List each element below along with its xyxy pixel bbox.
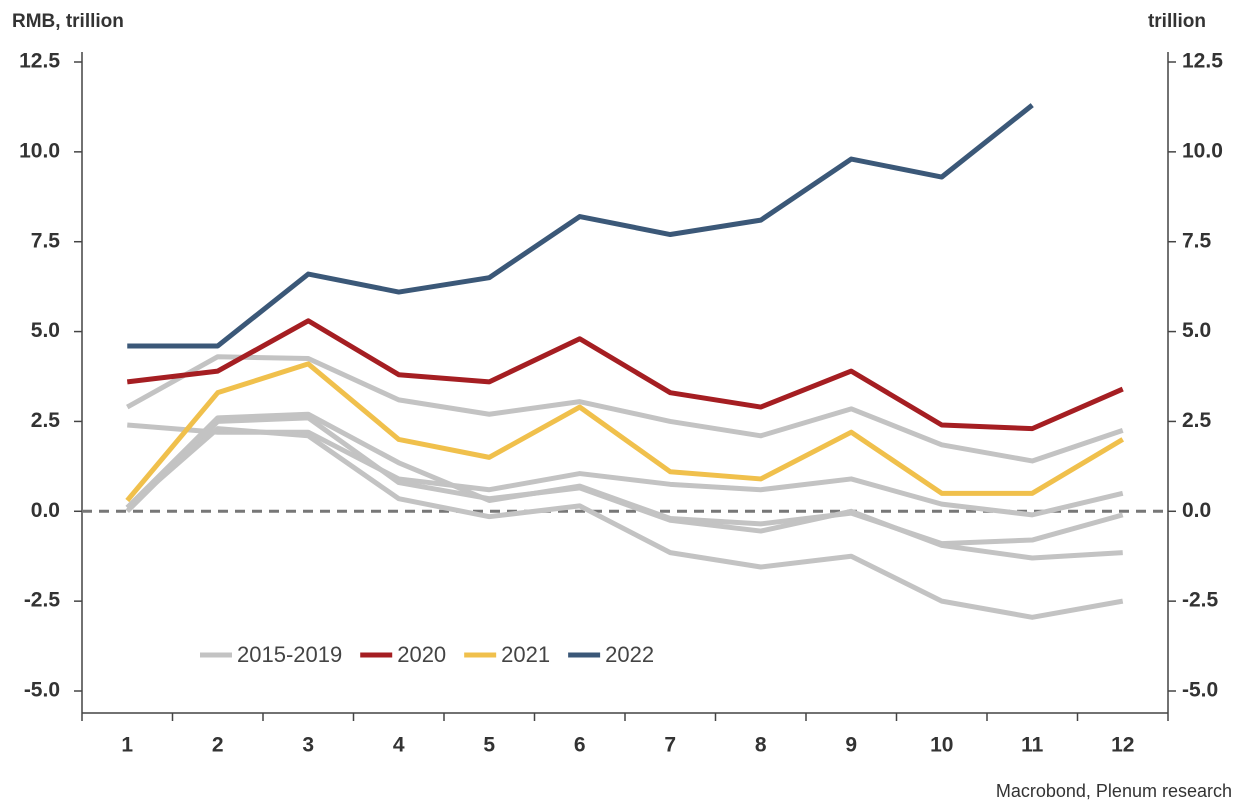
y-tick-label: 12.5: [19, 50, 60, 73]
y2-tick-label: 2.5: [1182, 409, 1212, 432]
legend-label: 2015-2019: [237, 642, 342, 667]
y2-tick-label: 5.0: [1182, 319, 1211, 342]
legend-label: 2022: [605, 642, 654, 667]
series-line: [126, 354, 1124, 464]
x-tick-label: 8: [755, 734, 767, 757]
x-tick-label: 11: [1021, 734, 1044, 757]
y2-tick-label: 7.5: [1182, 229, 1212, 252]
x-tick-label: 7: [664, 734, 676, 757]
y-tick-label: 5.0: [31, 319, 60, 342]
y-tick-label: 10.0: [19, 139, 60, 162]
y2-tick-label: -5.0: [1182, 679, 1218, 702]
legend-label: 2020: [397, 642, 446, 667]
x-tick-label: 6: [574, 734, 586, 757]
source: Macrobond, Plenum research: [996, 781, 1232, 801]
x-tick-label: 5: [483, 734, 495, 757]
x-tick-label: 12: [1111, 734, 1134, 757]
y-tick-label: -5.0: [24, 679, 60, 702]
y-tick-label: 7.5: [31, 229, 61, 252]
y2-tick-label: -2.5: [1182, 589, 1219, 612]
series-line: [125, 415, 1123, 561]
legend-label: 2021: [501, 642, 550, 667]
y-tick-label: -2.5: [24, 589, 61, 612]
y2-tick-label: 12.5: [1182, 50, 1223, 73]
x-tick-label: 10: [930, 734, 953, 757]
y2-tick-label: 0.0: [1182, 499, 1211, 522]
series-line: [125, 426, 1124, 620]
y2-axis-title: trillion: [1148, 11, 1206, 32]
y-tick-label: 0.0: [31, 499, 60, 522]
y2-tick-label: 10.0: [1182, 139, 1223, 162]
series-line: [125, 361, 1125, 503]
x-tick-label: 2: [212, 734, 224, 757]
x-tick-label: 9: [845, 734, 857, 757]
series-line: [126, 318, 1124, 432]
x-tick-label: 4: [393, 734, 405, 757]
x-tick-label: 1: [121, 734, 133, 757]
series-line: [127, 103, 1034, 349]
x-tick-label: 3: [302, 734, 314, 757]
y-axis-title: RMB, trillion: [12, 11, 124, 32]
y-tick-label: 2.5: [31, 409, 61, 432]
